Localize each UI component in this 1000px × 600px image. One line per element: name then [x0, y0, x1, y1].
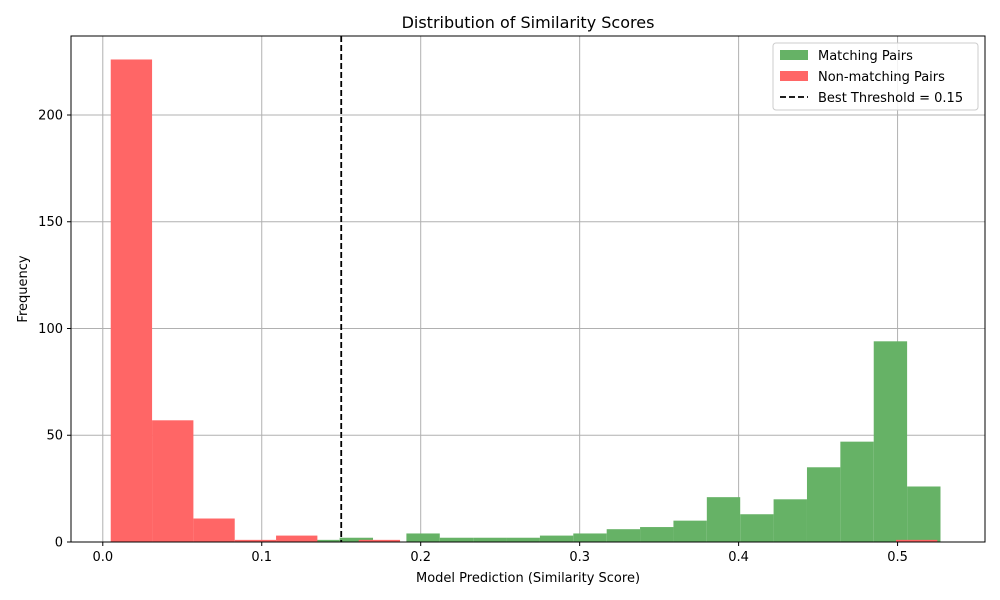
nonmatching-bar [358, 539, 401, 542]
legend-label-nonmatching: Non-matching Pairs [818, 70, 945, 85]
matching-bar [773, 499, 807, 542]
y-tick-label: 100 [38, 322, 63, 337]
y-axis-ticks: 0 50 100 150 200 [38, 108, 71, 551]
histogram-bars [110, 59, 941, 543]
nonmatching-bar [193, 518, 235, 542]
legend-label-threshold: Best Threshold = 0.15 [818, 91, 963, 106]
matching-bar [907, 486, 941, 542]
matching-bar [339, 537, 374, 542]
matching-bar [306, 539, 340, 542]
y-tick-label: 0 [55, 536, 63, 551]
matching-bar [439, 537, 474, 542]
matching-bar [640, 527, 674, 542]
nonmatching-bar [276, 535, 318, 542]
x-tick-label: 0.1 [251, 550, 272, 565]
matching-bar [873, 341, 908, 542]
legend: Matching Pairs Non-matching Pairs Best T… [772, 42, 979, 111]
matching-bar [740, 514, 774, 542]
matching-bar [806, 467, 841, 542]
matching-bar [506, 537, 540, 542]
x-tick-label: 0.2 [410, 550, 431, 565]
nonmatching-bar [895, 539, 938, 542]
matching-bar [406, 533, 440, 542]
matching-bar [673, 520, 707, 542]
y-axis-label: Frequency [16, 255, 31, 322]
matching-bar [706, 497, 741, 542]
y-tick-label: 150 [38, 215, 63, 230]
legend-label-matching: Matching Pairs [818, 49, 913, 64]
matching-bar [573, 533, 607, 542]
x-tick-label: 0.3 [569, 550, 590, 565]
plot-frame [70, 35, 986, 543]
chart-title: Distribution of Similarity Scores [402, 13, 655, 32]
x-tick-label: 0.4 [728, 550, 749, 565]
matching-bar [539, 535, 574, 542]
legend-box [772, 42, 979, 111]
x-tick-label: 0.0 [92, 550, 113, 565]
x-axis-ticks: 0.0 0.1 0.2 0.3 0.4 0.5 [92, 542, 908, 565]
matching-bar [606, 529, 641, 542]
nonmatching-bar [152, 420, 194, 542]
matching-bar [473, 537, 507, 542]
matching-bar [840, 441, 874, 542]
legend-swatch-matching [780, 50, 808, 60]
legend-swatch-nonmatching [780, 71, 808, 81]
nonmatching-bar [234, 539, 277, 542]
x-axis-label: Model Prediction (Similarity Score) [416, 571, 640, 586]
nonmatching-bar [110, 59, 153, 543]
y-tick-label: 200 [38, 108, 63, 123]
y-tick-label: 50 [46, 429, 63, 444]
x-tick-label: 0.5 [887, 550, 908, 565]
